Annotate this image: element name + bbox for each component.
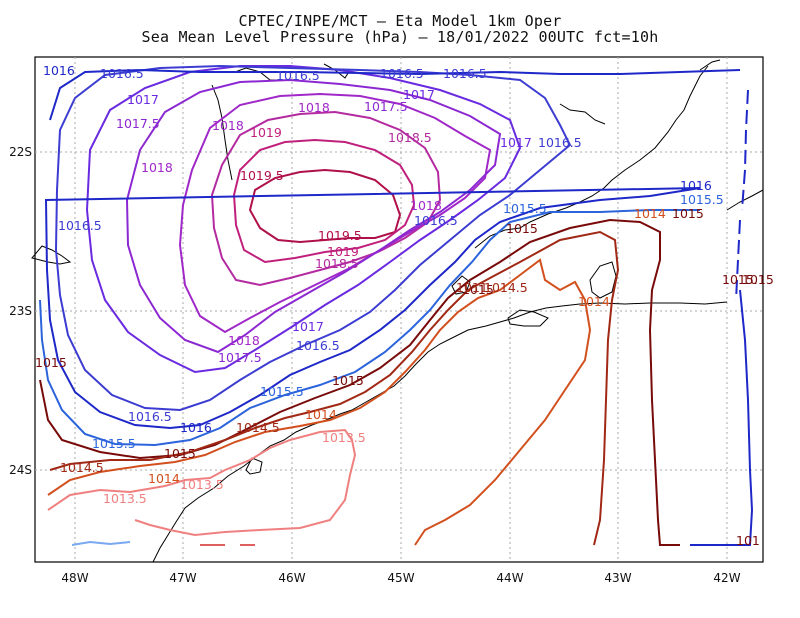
x-tick-label: 47W bbox=[169, 571, 196, 585]
contour-label: 1015 bbox=[506, 221, 538, 236]
contour-label: 1017 bbox=[500, 135, 532, 150]
island bbox=[507, 309, 549, 327]
isobar-1016.5 bbox=[54, 64, 572, 412]
x-axis-ticks: 48W 47W 46W 45W 44W 43W 42W bbox=[61, 571, 740, 585]
contour-label: 1013.5 bbox=[180, 477, 224, 492]
contour-label: 1013.5 bbox=[322, 430, 366, 445]
contour-label: 1014.5 bbox=[236, 420, 280, 435]
contour-label: 1015.5 bbox=[680, 192, 724, 207]
contour-label: 1016.5 bbox=[414, 213, 458, 228]
contour-label: 1015 bbox=[164, 446, 196, 461]
isobar-1017.5 bbox=[125, 78, 502, 354]
island bbox=[31, 245, 72, 265]
contour-label: 1015 bbox=[35, 355, 67, 370]
isobar-1013.5 bbox=[47, 428, 357, 537]
x-tick-label: 46W bbox=[278, 571, 305, 585]
contour-label: 1018.5 bbox=[388, 130, 432, 145]
x-tick-label: 45W bbox=[387, 571, 414, 585]
contour-label: 1014.5 bbox=[60, 460, 104, 475]
isobars bbox=[39, 64, 754, 546]
contour-label: 1019.5 bbox=[240, 168, 284, 183]
contour-label: 1011 bbox=[456, 280, 488, 295]
contour-label: 1016.5 bbox=[380, 66, 424, 81]
contour-label: 1016.5 bbox=[58, 218, 102, 233]
contour-label: 1015 bbox=[462, 282, 494, 297]
contour-label: 1018 bbox=[212, 118, 244, 133]
isobar-1014 bbox=[47, 258, 592, 546]
contour-label: 1018 bbox=[298, 100, 330, 115]
contour-label: 1014.5 bbox=[484, 280, 528, 295]
contour-label: 1014 bbox=[634, 206, 666, 221]
coastline-bay bbox=[323, 63, 351, 79]
contour-label: 1016.5 bbox=[443, 66, 487, 81]
x-tick-label: 48W bbox=[61, 571, 88, 585]
contour-label: 1013.5 bbox=[103, 491, 147, 506]
x-tick-label: 43W bbox=[604, 571, 631, 585]
contour-label: 1016 bbox=[180, 420, 212, 435]
contour-label: 1018 bbox=[141, 160, 173, 175]
isobar-1019 bbox=[232, 138, 416, 264]
y-tick-label: 24S bbox=[9, 463, 32, 477]
contour-label: 1018 bbox=[410, 198, 442, 213]
contour-label: 1019.5 bbox=[318, 228, 362, 243]
isobar-1015.5-east bbox=[690, 289, 754, 546]
contour-label: 1016.5 bbox=[100, 66, 144, 81]
contour-label: 1016.5 bbox=[538, 135, 582, 150]
contour-label: 1016.5 bbox=[128, 409, 172, 424]
isobar-1016 bbox=[44, 68, 741, 430]
contour-label: 1014 bbox=[305, 407, 337, 422]
contour-label: 1018.5 bbox=[315, 256, 359, 271]
contour-label: 1017 bbox=[127, 92, 159, 107]
coastline-east bbox=[726, 189, 764, 211]
contour-label: 1017 bbox=[292, 319, 324, 334]
contour-label: 1016 bbox=[680, 178, 712, 193]
x-tick-label: 42W bbox=[713, 571, 740, 585]
contour-label: 1014 bbox=[148, 471, 180, 486]
coastline-mainland bbox=[152, 301, 728, 563]
contour-label: 1017.5 bbox=[364, 99, 408, 114]
isobar-1018 bbox=[178, 92, 492, 334]
contour-label: 101 bbox=[736, 533, 760, 548]
coastline-northern bbox=[474, 65, 709, 249]
coastline-bay bbox=[211, 84, 233, 181]
contour-label: 1015. bbox=[722, 272, 758, 287]
contour-label: 1015.5 bbox=[92, 436, 136, 451]
contour-label: 1014 bbox=[578, 294, 610, 309]
contour-label: 1015.5 bbox=[260, 384, 304, 399]
isobar-1018.5 bbox=[210, 110, 442, 287]
contour-label: 1017.5 bbox=[218, 350, 262, 365]
title-line-1: CPTEC/INPE/MCT – Eta Model 1km Oper bbox=[238, 12, 562, 30]
contour-label: 1016.5 bbox=[276, 68, 320, 83]
isobar-1016-east bbox=[735, 89, 749, 301]
coastline-bay bbox=[559, 103, 606, 125]
contour-label: 1015 bbox=[742, 272, 774, 287]
contour-label: 1015.5 bbox=[503, 201, 547, 216]
contour-label: 1016.5 bbox=[296, 338, 340, 353]
contour-label: 1018 bbox=[228, 333, 260, 348]
contour-label: 1015 bbox=[672, 206, 704, 221]
coastline-bay bbox=[699, 59, 721, 71]
contour-label: 1017 bbox=[403, 87, 435, 102]
x-tick-label: 44W bbox=[496, 571, 523, 585]
y-axis-ticks: 22S 23S 24S bbox=[9, 145, 32, 477]
contour-label: 1019 bbox=[250, 125, 282, 140]
title-line-2: Sea Mean Level Pressure (hPa) – 18/01/20… bbox=[141, 28, 659, 46]
y-tick-label: 22S bbox=[9, 145, 32, 159]
island bbox=[589, 261, 617, 299]
contour-label: 1015 bbox=[332, 373, 364, 388]
isobar-light-fragment bbox=[71, 540, 131, 546]
y-tick-label: 23S bbox=[9, 304, 32, 318]
map-title: CPTEC/INPE/MCT – Eta Model 1km Oper Sea … bbox=[0, 13, 800, 45]
isobar-1017 bbox=[85, 65, 522, 374]
contour-label: 1016 bbox=[43, 63, 75, 78]
isobar-1015.5 bbox=[39, 209, 700, 447]
isobar-1014.5 bbox=[49, 230, 620, 546]
map-frame bbox=[34, 56, 764, 563]
contour-label: 1019 bbox=[327, 244, 359, 259]
contour-label: 1017.5 bbox=[116, 116, 160, 131]
